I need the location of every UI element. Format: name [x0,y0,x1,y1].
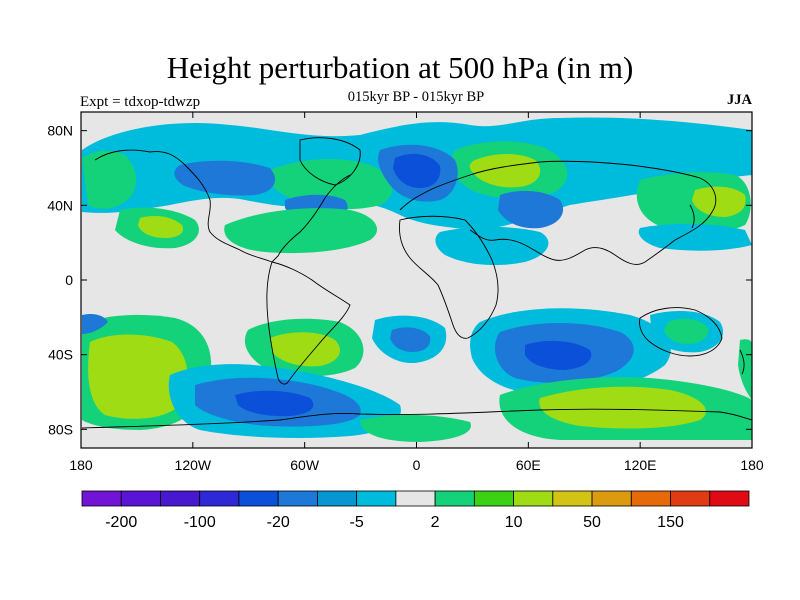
y-tick-label: 80S [48,421,73,437]
contour-deepblue-indian-s [525,340,592,370]
season-label: JJA [727,92,752,108]
x-tick-label: 180 [740,457,764,473]
coast-europe-asia [399,160,717,265]
colorbar-swatch [513,490,554,507]
colorbar: -200 -100 -20 -5 2 10 50 150 [81,490,750,531]
colorbar-label: 50 [583,514,601,531]
x-axis-ticks: 180 120W 60W 0 60E 120E 180 [69,112,764,473]
y-axis-ticks: 80N 40N 0 40S 80S [47,123,752,437]
experiment-label: Expt = tdxop-tdwzp [80,94,201,110]
contour-midblue-na [174,160,275,196]
contour-green-antarctic-w [360,414,471,442]
y-tick-label: 0 [65,272,73,288]
x-tick-label: 60E [516,457,541,473]
colorbar-label: -5 [350,514,364,531]
colorbar-label: 10 [505,514,523,531]
colorbar-swatch [238,490,279,507]
colorbar-swatch [277,490,318,507]
contour-midblue-centralasia [498,190,564,229]
coast-newzealand [739,349,745,375]
colorbar-swatch [81,490,122,507]
contour-deepblue-europe [393,153,441,188]
colorbar-label: -20 [267,514,290,531]
coast-australia [639,307,723,357]
contour-lightblue-wpacific [638,223,752,251]
contour-green-north [82,150,136,209]
contour-yellowgreen-spacific [88,334,188,419]
coast-north-america [94,149,351,263]
coastlines [81,137,752,429]
coast-greenland [299,137,361,186]
colorbar-swatch [199,490,240,507]
colorbar-swatch [434,490,475,507]
chart-title: Height perturbation at 500 hPa (in m) [166,50,634,85]
coast-south-america [266,261,351,385]
colorbar-swatch [709,490,750,507]
colorbar-swatch [160,490,201,507]
colorbar-label: 150 [657,514,684,531]
contour-yellowgreen-southernocean-e [539,386,706,429]
contour-green-atlantic [224,208,378,254]
colorbar-swatch [630,490,671,507]
y-tick-label: 40S [48,347,73,363]
colorbar-swatch [670,490,711,507]
colorbar-swatch [395,490,436,507]
coast-japan [689,204,695,229]
colorbar-swatch [356,490,397,507]
colorbar-swatch [552,490,593,507]
x-tick-label: 120E [624,457,657,473]
colorbar-swatch [473,490,514,507]
contour-deepblue-drake [235,390,314,417]
x-tick-label: 180 [69,457,93,473]
contour-yellowgreen-samerica [270,332,340,367]
y-tick-label: 40N [47,197,73,213]
x-tick-label: 0 [413,457,421,473]
coast-antarctica [81,408,752,429]
contour-yellowgreen-npacific [692,186,746,217]
contour-midblue-satlantic [390,327,431,352]
contour-lightblue-indian-n [435,226,549,266]
contour-midblue-spacific-edge [82,313,108,334]
y-tick-label: 80N [47,123,73,139]
colorbar-label: -200 [105,514,137,531]
coast-africa [399,215,499,339]
contour-yellowgreen-northrussia [469,154,541,188]
x-tick-label: 60W [290,457,320,473]
colorbar-label: 2 [431,514,440,531]
colorbar-swatch [591,490,632,507]
colorbar-label: -100 [184,514,216,531]
colorbar-swatch [120,490,161,507]
contour-yellowgreen-pacific-sub [138,216,184,238]
x-tick-label: 120W [175,457,212,473]
colorbar-swatch [317,490,358,507]
chart-subtitle: 015kyr BP - 015kyr BP [347,89,485,105]
contour-green-australia [664,318,709,344]
